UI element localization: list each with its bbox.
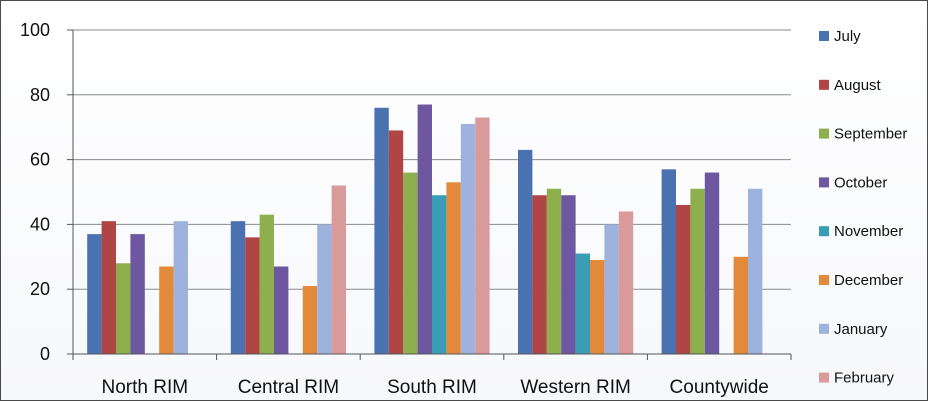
bar-july-central-rim — [230, 221, 246, 354]
bar-july-western-rim — [518, 149, 533, 354]
category-label: Western RIM — [520, 377, 631, 398]
legend-swatch-february — [819, 372, 829, 383]
axes — [67, 29, 792, 360]
bar-december-central-rim — [302, 285, 318, 354]
y-tick-label: 80 — [30, 85, 50, 105]
bar-january-central-rim — [317, 224, 332, 354]
legend-swatch-december — [819, 275, 829, 285]
bar-january-western-rim — [604, 224, 619, 354]
bar-january-countywide — [748, 188, 763, 354]
legend-label-august: August — [834, 77, 882, 94]
legend: July August September October November Decemb… — [819, 28, 907, 387]
bars — [87, 104, 763, 355]
bar-september-north-rim — [116, 263, 131, 354]
legend-label-november: November — [834, 223, 903, 240]
bar-december-south-rim — [446, 182, 461, 354]
bar-september-south-rim — [403, 172, 418, 354]
y-tick-label: 60 — [30, 150, 50, 170]
legend-swatch-november — [819, 226, 829, 237]
bar-february-western-rim — [618, 211, 634, 354]
bar-july-north-rim — [87, 234, 102, 354]
y-tick-labels: 0 20 40 60 80 100 — [20, 20, 50, 364]
category-label: South RIM — [387, 377, 477, 398]
legend-swatch-july — [819, 31, 829, 41]
bar-october-central-rim — [274, 266, 289, 354]
bar-july-south-rim — [374, 107, 389, 354]
bar-july-countywide — [661, 169, 676, 354]
bar-december-countywide — [733, 256, 748, 354]
bar-december-western-rim — [590, 260, 605, 354]
bar-january-north-rim — [173, 221, 188, 354]
bar-august-countywide — [676, 204, 691, 354]
category-label: North RIM — [102, 377, 189, 398]
legend-label-october: October — [834, 174, 887, 191]
category-labels: North RIM Central RIM South RIM Western RIM… — [102, 377, 769, 398]
bar-august-central-rim — [245, 237, 260, 354]
y-tick-label: 0 — [40, 344, 50, 364]
bar-september-countywide — [690, 188, 705, 354]
y-tick-label: 100 — [20, 20, 50, 40]
legend-swatch-september — [819, 128, 829, 139]
bar-october-western-rim — [561, 195, 576, 354]
bar-february-south-rim — [475, 117, 490, 354]
bar-august-western-rim — [532, 195, 547, 354]
bar-december-north-rim — [159, 266, 174, 354]
bar-august-south-rim — [388, 130, 404, 354]
bar-october-south-rim — [417, 104, 432, 355]
bar-august-north-rim — [101, 221, 116, 354]
bar-november-western-rim — [575, 253, 590, 354]
bar-november-south-rim — [432, 195, 447, 354]
category-label: Countywide — [670, 377, 769, 398]
y-tick-label: 20 — [30, 279, 50, 299]
bar-january-south-rim — [460, 123, 476, 355]
legend-label-july: July — [834, 28, 861, 45]
bar-september-western-rim — [546, 188, 562, 354]
bar-october-countywide — [704, 172, 720, 354]
legend-swatch-august — [819, 79, 829, 90]
legend-label-january: January — [834, 321, 888, 338]
legend-swatch-october — [819, 177, 829, 188]
bar-october-north-rim — [130, 234, 145, 354]
legend-label-september: September — [834, 126, 907, 143]
legend-label-december: December — [834, 272, 903, 289]
bar-september-central-rim — [259, 214, 274, 354]
legend-swatch-january — [819, 323, 829, 334]
legend-label-february: February — [834, 370, 895, 387]
bar-february-central-rim — [331, 185, 346, 354]
category-label: Central RIM — [238, 377, 339, 398]
y-tick-label: 40 — [30, 214, 50, 234]
